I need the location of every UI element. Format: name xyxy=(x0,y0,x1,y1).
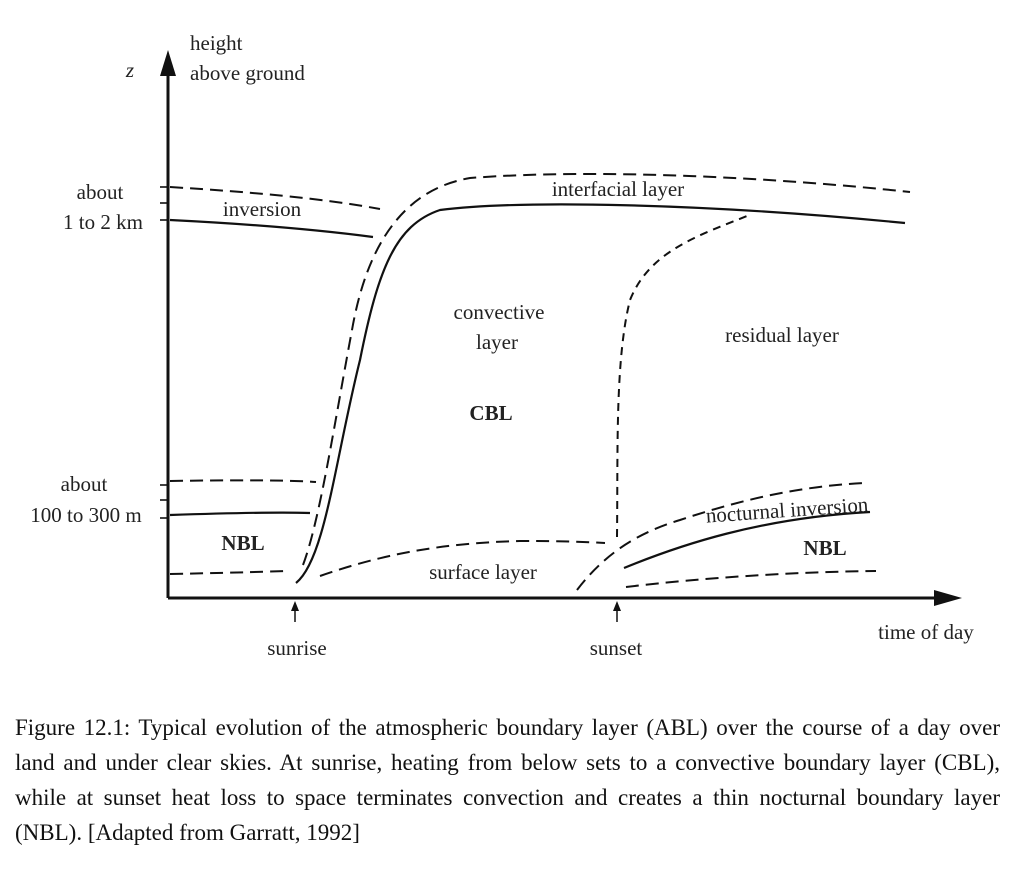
z-symbol: z xyxy=(125,58,134,82)
residual-layer-dashed-line xyxy=(616,213,753,538)
nbl-left-solid-line xyxy=(169,511,311,517)
y-axis-label-line2: above ground xyxy=(190,61,305,85)
inversion-top-dashed-line xyxy=(169,186,381,210)
level-high-line1: about xyxy=(77,180,124,204)
figure-caption: Figure 12.1: Typical evolution of the at… xyxy=(15,715,1000,845)
surface-layer-label: surface layer xyxy=(429,560,537,584)
residual-layer-label: residual layer xyxy=(725,323,839,347)
x-axis-arrow-icon xyxy=(934,590,962,606)
surface-layer-dashed-line xyxy=(319,539,606,577)
nbl-left-bottom-dashed-line xyxy=(169,570,286,575)
nbl-right-label: NBL xyxy=(803,536,846,560)
nbl-left-top-dashed-line xyxy=(169,479,317,483)
nocturnal-inversion-top-dashed-line xyxy=(576,482,866,591)
y-axis-label-line1: height xyxy=(190,31,243,55)
level-high-ticks xyxy=(160,186,168,221)
nbl-right-solid-line xyxy=(623,510,871,570)
inversion-bottom-line xyxy=(169,218,374,239)
nocturnal-inversion-label: nocturnal inversion xyxy=(705,492,869,527)
sunrise-label: sunrise xyxy=(267,636,327,660)
y-axis-arrow-icon xyxy=(160,50,176,76)
nbl-right-bottom-dashed-line xyxy=(625,570,877,588)
inversion-label: inversion xyxy=(223,197,302,221)
cbl-label: CBL xyxy=(469,401,512,425)
sunset-arrow-icon xyxy=(613,601,621,611)
level-low-line1: about xyxy=(61,472,108,496)
interfacial-top-dashed-line xyxy=(302,172,911,566)
nbl-left-label: NBL xyxy=(221,531,264,555)
level-high-line2: 1 to 2 km xyxy=(63,210,143,234)
sunset-label: sunset xyxy=(590,636,643,660)
x-axis-label: time of day xyxy=(878,620,974,644)
interfacial-layer-label: interfacial layer xyxy=(552,177,684,201)
convective-layer-label-line1: convective xyxy=(454,300,545,324)
convective-layer-label-line2: layer xyxy=(476,330,518,354)
sunrise-arrow-icon xyxy=(291,601,299,611)
level-low-line2: 100 to 300 m xyxy=(30,503,141,527)
level-low-ticks xyxy=(160,484,168,519)
abl-diagram: z height above ground time of day about … xyxy=(30,31,974,660)
cbl-top-solid-line xyxy=(295,203,906,584)
